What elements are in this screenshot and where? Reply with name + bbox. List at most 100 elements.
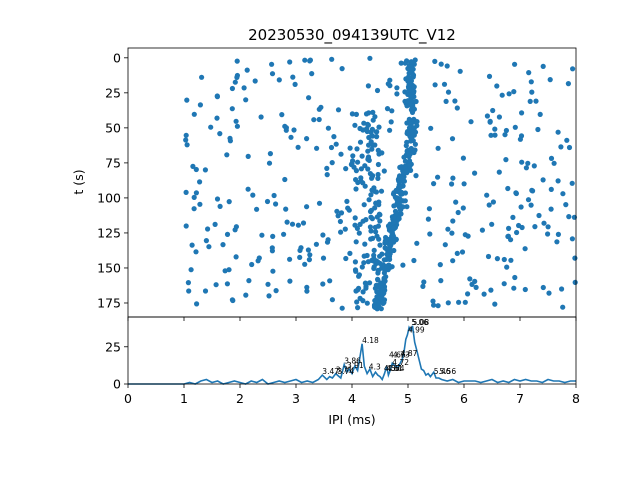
scatter-point xyxy=(373,282,379,288)
scatter-point xyxy=(297,247,303,253)
scatter-point xyxy=(428,125,434,131)
scatter-point xyxy=(484,192,490,198)
scatter-point xyxy=(372,142,378,148)
scatter-point xyxy=(413,98,419,105)
scatter-point xyxy=(361,202,367,208)
scatter-point xyxy=(385,81,391,87)
scatter-point xyxy=(358,166,364,172)
scatter-point xyxy=(197,102,203,108)
scatter-point xyxy=(388,239,394,245)
scatter-point xyxy=(258,114,264,120)
scatter-point xyxy=(383,263,390,269)
scatter-point xyxy=(490,107,496,114)
scatter-point xyxy=(389,108,395,114)
scatter-point xyxy=(472,278,478,284)
peak-label: 5.06 xyxy=(411,318,428,327)
scatter-point xyxy=(290,74,296,80)
y-tick-label: 25 xyxy=(105,339,121,354)
scatter-point xyxy=(191,111,197,117)
scatter-point xyxy=(517,136,524,142)
scatter-point xyxy=(361,253,367,259)
scatter-point xyxy=(511,61,518,67)
scatter-point xyxy=(347,250,353,256)
x-tick-label: 0 xyxy=(124,391,132,406)
scatter-point xyxy=(314,145,320,151)
scatter-point xyxy=(401,154,407,160)
scatter-point xyxy=(519,159,525,165)
scatter-point xyxy=(325,237,331,243)
scatter-point xyxy=(208,124,214,130)
scatter-point xyxy=(245,186,251,192)
scatter-point xyxy=(409,59,415,65)
scatter-point xyxy=(488,287,494,293)
scatter-point xyxy=(565,81,572,87)
peak-label: 3.47 xyxy=(322,367,339,376)
scatter-point xyxy=(291,127,297,133)
scatter-point xyxy=(227,138,233,144)
scatter-point xyxy=(360,298,366,304)
scatter-point xyxy=(406,70,412,76)
scatter-point xyxy=(512,124,518,130)
scatter-point xyxy=(193,190,199,196)
scatter-point xyxy=(363,285,369,291)
scatter-point xyxy=(311,117,317,123)
scatter-point xyxy=(411,257,417,264)
scatter-point xyxy=(355,159,361,165)
scatter-point xyxy=(512,274,518,281)
peak-labels: 3.473.713.743.863.914.184.3 4.574.614.644… xyxy=(322,318,456,376)
scatter-point xyxy=(373,229,379,235)
scatter-point xyxy=(343,166,349,172)
x-tick-label: 5 xyxy=(404,391,412,406)
scatter-point xyxy=(487,119,493,125)
scatter-point xyxy=(391,219,397,225)
scatter-point xyxy=(369,126,375,132)
scatter-point xyxy=(362,163,368,169)
scatter-point xyxy=(486,73,493,79)
scatter-point xyxy=(214,93,220,99)
scatter-point xyxy=(384,251,390,257)
scatter-point xyxy=(414,123,420,129)
ipi-histogram-line xyxy=(128,325,576,385)
scatter-point xyxy=(404,204,410,210)
scatter-point xyxy=(309,71,315,77)
scatter-point xyxy=(329,297,335,303)
scatter-point xyxy=(408,138,414,144)
scatter-point xyxy=(375,147,381,153)
scatter-point xyxy=(320,281,326,287)
scatter-point xyxy=(353,177,359,183)
scatter-point xyxy=(355,305,361,311)
scatter-point xyxy=(202,288,209,294)
scatter-point xyxy=(449,136,456,142)
scatter-point xyxy=(400,262,406,268)
scatter-point xyxy=(368,139,374,145)
scatter-point xyxy=(220,242,226,248)
scatter-point xyxy=(511,89,517,95)
scatter-point xyxy=(547,77,553,83)
scatter-point xyxy=(435,145,441,151)
scatter-point xyxy=(244,67,250,73)
scatter-point xyxy=(287,59,293,65)
scatter-point xyxy=(353,111,359,117)
scatter-point xyxy=(396,215,402,221)
scatter-point xyxy=(316,116,322,123)
scatter-point xyxy=(283,206,289,212)
scatter-point xyxy=(523,165,530,171)
scatter-point xyxy=(183,137,189,143)
scatter-point xyxy=(376,124,382,130)
scatter-point xyxy=(421,279,427,285)
scatter-point xyxy=(325,125,331,131)
scatter-point xyxy=(270,233,276,239)
scatter-point xyxy=(513,190,520,197)
scatter-point xyxy=(384,106,391,112)
scatter-point xyxy=(393,187,399,193)
scatter-point xyxy=(484,113,490,119)
scatter-point xyxy=(229,106,235,112)
scatter-point xyxy=(432,82,438,88)
peak-label: 4.61 xyxy=(386,364,403,373)
scatter-point xyxy=(511,285,517,291)
scatter-point xyxy=(287,256,293,262)
scatter-point xyxy=(371,265,377,271)
scatter-point xyxy=(353,168,359,174)
scatter-point xyxy=(324,172,330,178)
scatter-point xyxy=(217,203,223,209)
